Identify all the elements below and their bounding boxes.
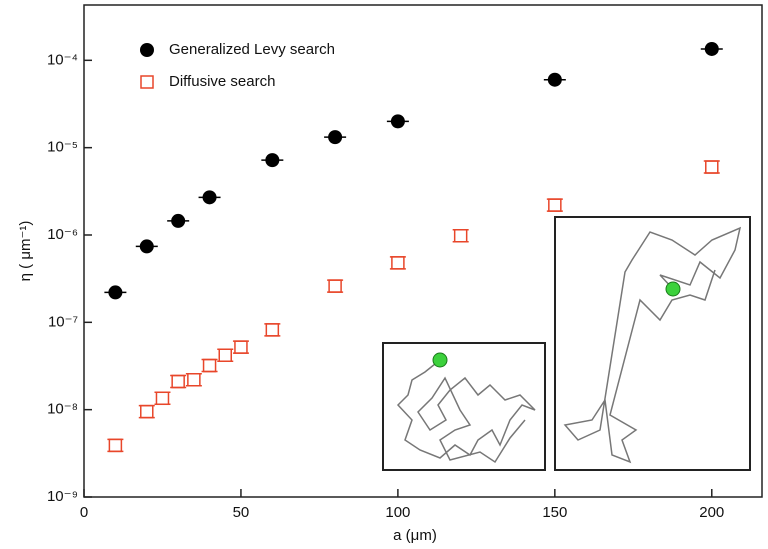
point (155, 391, 170, 406)
point (234, 340, 248, 354)
point (265, 153, 280, 168)
x-tick-label: 200 (699, 504, 724, 521)
legend-label: Generalized Levy search (169, 41, 335, 58)
point (548, 198, 562, 212)
legend-label: Diffusive search (169, 73, 275, 90)
inset-levy (554, 216, 751, 471)
point (139, 239, 154, 254)
x-tick-label: 150 (542, 504, 567, 521)
y-tick-label: 10⁻⁴ (47, 51, 78, 68)
point (202, 190, 217, 205)
point (202, 358, 217, 373)
y-tick-label: 10⁻⁹ (47, 488, 78, 505)
point (704, 41, 719, 56)
point (547, 72, 562, 87)
point (171, 213, 186, 228)
legend-marker (140, 75, 154, 89)
x-tick-label: 100 (385, 504, 410, 521)
point (187, 373, 201, 387)
y-tick-label: 10⁻⁸ (47, 401, 78, 418)
inset-diffusive (382, 342, 546, 471)
point (328, 279, 342, 293)
x-axis-label: a (μm) (393, 527, 437, 544)
point (140, 404, 154, 419)
point (265, 323, 280, 337)
point (705, 160, 719, 174)
point (390, 114, 405, 129)
point (328, 130, 343, 145)
point (391, 256, 405, 270)
y-tick-label: 10⁻⁷ (48, 313, 78, 330)
point (171, 374, 185, 389)
y-axis-label: η ( μm⁻¹) (17, 221, 34, 282)
point (218, 348, 232, 362)
x-tick-label: 0 (80, 504, 88, 521)
x-tick-label: 50 (233, 504, 250, 521)
point (108, 285, 123, 300)
legend-marker (140, 43, 154, 57)
y-tick-label: 10⁻⁵ (47, 139, 78, 156)
plot-frame (83, 4, 763, 498)
point (108, 438, 123, 453)
point (453, 229, 468, 243)
y-tick-label: 10⁻⁶ (47, 226, 78, 243)
